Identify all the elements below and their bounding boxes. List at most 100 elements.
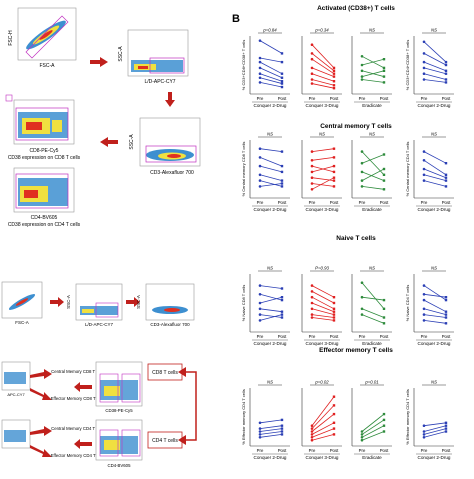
pre-point — [258, 421, 262, 425]
series-line — [311, 83, 335, 89]
post-point — [444, 313, 448, 316]
pre-point — [360, 185, 364, 188]
y-axis-label: % CD3+CD8+CD38+ T cells — [241, 40, 246, 90]
cd38-cd4-caption: CD38 expression on CD4 T cells — [8, 222, 81, 228]
pre-point — [422, 307, 426, 311]
series-line — [311, 396, 335, 426]
post-point — [332, 316, 336, 319]
arrow-icon — [30, 369, 52, 379]
effector-memory-cd4-label: Effector Memory CD4 T cells — [51, 453, 106, 458]
post-point — [332, 421, 336, 424]
central-memory-cd8-label: Central Memory CD8 T cells — [51, 369, 105, 374]
pre-point — [258, 313, 262, 316]
x-tick-label: Pre — [359, 448, 366, 453]
post-point — [382, 412, 386, 416]
y-axis-label: % Naive CD4 T cells — [405, 285, 410, 322]
pre-point — [360, 281, 364, 285]
post-point — [280, 80, 284, 83]
row-title: Activated (CD38+) T cells — [317, 5, 395, 12]
series-line — [259, 73, 283, 82]
pre-point — [360, 430, 364, 433]
post-point — [332, 147, 336, 150]
series-line — [361, 431, 385, 441]
apc-cy7-label: APC-CY7 — [7, 392, 25, 397]
post-point — [280, 185, 284, 188]
post-point — [382, 188, 386, 191]
x-tick-label: Post — [330, 448, 339, 453]
post-point — [382, 430, 386, 433]
post-point — [280, 170, 284, 174]
post-point — [332, 69, 336, 72]
series-line — [361, 151, 385, 176]
pre-point — [258, 307, 262, 311]
post-point — [280, 72, 284, 75]
post-point — [444, 310, 448, 313]
series-line — [423, 53, 447, 66]
pre-point — [258, 430, 262, 433]
effector-memory-cd8-label: Effector Memory CD8 T cells — [51, 396, 106, 401]
pre-point — [258, 147, 262, 150]
series-line — [423, 431, 447, 438]
pre-point — [422, 78, 426, 81]
series-line — [259, 314, 283, 321]
group-label: Conquer 2-Drug — [254, 207, 287, 212]
group-label: Eradicate — [362, 103, 382, 108]
cd8-pe-cy5-label: CD8-PE-Cy5 — [30, 148, 59, 154]
pre-point — [258, 436, 262, 439]
subplot: p=0.02 Pre Post Conquer 3-Drug — [301, 380, 342, 460]
pre-point — [258, 301, 262, 305]
series-line — [361, 154, 385, 164]
post-point — [332, 87, 336, 90]
x-tick-label: Post — [380, 96, 389, 101]
pre-point — [422, 436, 426, 439]
subplot: p=0.84 Pre Post Conquer 2-Drug % CD3+CD8+CD3… — [241, 28, 290, 108]
pre-point — [258, 185, 262, 188]
series-line — [259, 431, 283, 435]
post-point — [280, 427, 284, 430]
post-point — [332, 412, 336, 416]
subplot: NS Pre Post Conquer 2-Drug % CD3+CD4+CD38+ T… — [405, 28, 454, 108]
series-line — [311, 165, 335, 173]
ssc-a-label: SSC-A — [118, 46, 124, 62]
subplot: p=0.34 Pre Post Conquer 3-Drug — [301, 28, 342, 108]
p-value-label: NS — [369, 28, 375, 33]
pre-point — [310, 295, 314, 299]
pre-point — [360, 179, 364, 182]
pre-point — [310, 159, 314, 162]
pre-point — [310, 424, 314, 428]
series-line — [423, 174, 447, 181]
pre-point — [258, 433, 262, 436]
cd38-cd8-caption: CD38 expression on CD8 T cells — [8, 155, 81, 161]
series-line — [259, 148, 283, 152]
post-point — [444, 72, 448, 75]
group-label: Conquer 2-Drug — [254, 455, 287, 460]
subplot: NS Pre Post Conquer 2-Drug % Naive CD4 T cel… — [405, 266, 454, 346]
series-line — [311, 428, 335, 438]
x-tick-label: Pre — [359, 334, 366, 339]
post-point — [444, 421, 448, 424]
pre-point — [258, 76, 262, 80]
post-point — [382, 153, 386, 156]
post-point — [280, 164, 284, 168]
series-line — [361, 314, 385, 324]
group-label: Conquer 3-Drug — [306, 207, 339, 212]
post-point — [382, 167, 386, 171]
fsc-h-label: FSC-H — [8, 30, 14, 46]
pre-point — [422, 298, 426, 302]
group-label: Conquer 3-Drug — [306, 455, 339, 460]
post-point — [332, 307, 336, 310]
post-point — [332, 404, 336, 407]
post-point — [332, 72, 336, 75]
post-point — [280, 150, 284, 153]
post-point — [280, 296, 284, 299]
pre-point — [360, 161, 364, 165]
pre-point — [310, 313, 314, 316]
post-point — [332, 310, 336, 313]
pre-point — [360, 55, 364, 58]
post-point — [332, 296, 336, 299]
pre-point — [258, 56, 262, 60]
post-point — [280, 316, 284, 319]
p-value-label: p=0.84 — [262, 28, 277, 33]
series-line — [311, 58, 335, 75]
pre-point — [310, 78, 314, 81]
